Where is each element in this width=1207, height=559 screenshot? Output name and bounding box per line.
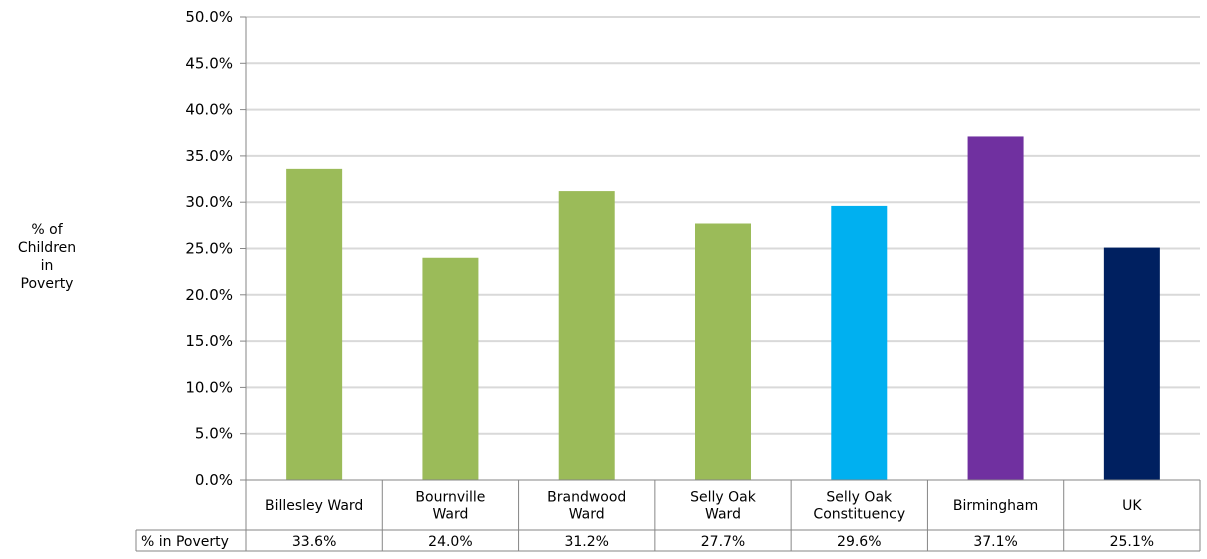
category-label: Ward (705, 507, 741, 523)
y-axis-label-line: Children (17, 240, 77, 256)
y-axis-label-line: % of (31, 222, 63, 238)
y-tick-label: 5.0% (195, 425, 233, 443)
category-label: Billesley Ward (265, 498, 363, 514)
y-axis-label-line: Poverty (20, 276, 74, 292)
y-tick-label: 25.0% (185, 240, 233, 258)
data-table-value: 29.6% (837, 534, 881, 550)
category-label: Birmingham (953, 498, 1038, 514)
category-label: Selly Oak (826, 490, 893, 506)
y-tick-label: 40.0% (185, 101, 233, 119)
category-label: Ward (432, 507, 468, 523)
category-label: Bournville (415, 490, 485, 506)
y-axis-label-line: in (40, 258, 54, 274)
table-row-label: % in Poverty (141, 534, 229, 550)
data-table-value: 24.0% (428, 534, 472, 550)
bar (695, 223, 751, 481)
bar (422, 257, 479, 480)
category-label: Selly Oak (690, 490, 757, 506)
data-table-value: 31.2% (564, 534, 608, 550)
y-tick-label: 45.0% (185, 54, 233, 72)
y-tick-label: 20.0% (185, 286, 233, 304)
y-tick-label: 50.0% (185, 8, 233, 26)
category-label: Ward (569, 507, 605, 523)
y-tick-label: 15.0% (185, 332, 233, 350)
bar (967, 136, 1024, 481)
data-table-value: 37.1% (973, 534, 1017, 550)
category-label: Constituency (813, 507, 905, 523)
bar (286, 168, 343, 480)
y-tick-label: 10.0% (185, 378, 233, 396)
data-table-value: 25.1% (1110, 534, 1154, 550)
y-tick-label: 35.0% (185, 147, 233, 165)
y-tick-label: 30.0% (185, 193, 233, 211)
category-label: UK (1122, 498, 1142, 514)
bar (831, 205, 888, 481)
category-label: Brandwood (547, 490, 626, 506)
bar (1103, 247, 1160, 480)
bar (558, 191, 615, 480)
data-table-value: 27.7% (701, 534, 745, 550)
y-tick-label: 0.0% (195, 471, 233, 489)
data-table-value: 33.6% (292, 534, 336, 550)
